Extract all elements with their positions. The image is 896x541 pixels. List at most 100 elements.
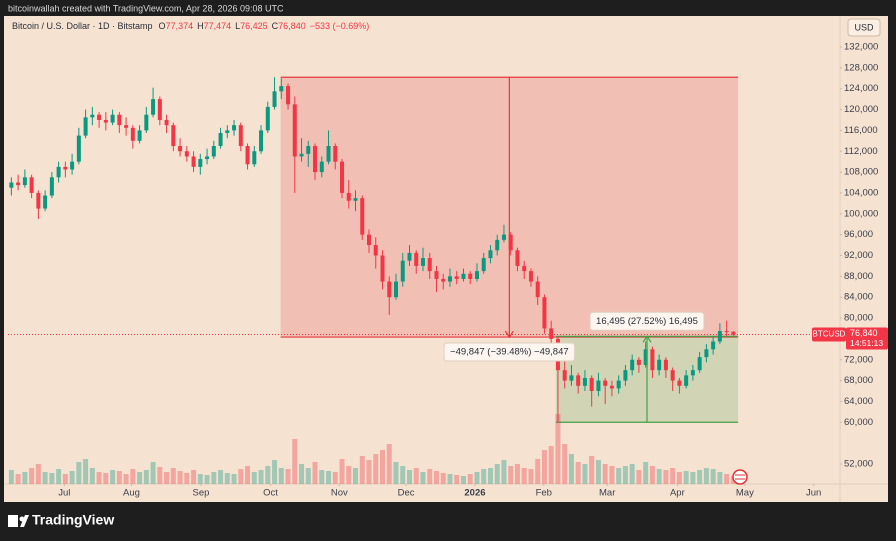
candle-body xyxy=(447,276,452,282)
volume-bar xyxy=(353,468,359,484)
y-tick-label: 84,000 xyxy=(844,292,873,303)
volume-bar xyxy=(541,450,547,484)
candle-body xyxy=(299,153,304,157)
y-tick-label: 128,000 xyxy=(844,62,878,73)
volume-bar xyxy=(724,474,730,484)
candle-body xyxy=(549,328,554,339)
volume-bar xyxy=(649,466,655,484)
candle-body xyxy=(589,377,594,392)
candle-body xyxy=(515,250,520,266)
volume-bar xyxy=(616,468,622,484)
volume-bar xyxy=(238,469,244,484)
volume-bar xyxy=(49,473,55,484)
currency-box[interactable] xyxy=(847,18,881,37)
volume-bar xyxy=(177,471,183,484)
volume-bar xyxy=(589,456,595,484)
candle-body xyxy=(704,349,709,358)
candle-body xyxy=(117,114,122,126)
volume-bar xyxy=(460,476,466,484)
candle-body xyxy=(373,245,378,256)
candle-body xyxy=(191,156,196,167)
volume-bar xyxy=(380,450,386,484)
volume-bar xyxy=(224,473,230,484)
candle-body xyxy=(90,114,95,118)
candle-body xyxy=(279,86,284,92)
candle-body xyxy=(137,130,142,141)
volume-bar xyxy=(595,460,601,484)
candle-body xyxy=(522,265,527,272)
candle-body xyxy=(286,86,291,105)
x-tick-label: Oct xyxy=(263,488,278,499)
volume-bar xyxy=(312,462,318,484)
candle-body xyxy=(232,125,237,131)
candle-body xyxy=(178,146,183,152)
volume-bar xyxy=(514,464,520,484)
volume-bar xyxy=(143,470,149,484)
candle-body xyxy=(124,125,129,128)
candle-body xyxy=(245,146,250,165)
volume-bar xyxy=(670,468,676,484)
volume-bar xyxy=(494,464,500,484)
candle-body xyxy=(43,195,48,209)
volume-bar xyxy=(211,472,217,484)
candle-body xyxy=(488,250,493,259)
candle-body xyxy=(164,119,169,126)
candle-body xyxy=(76,135,81,162)
measure-label-box xyxy=(589,311,705,331)
x-tick-label: Nov xyxy=(331,488,348,499)
legend: Bitcoin / U.S. Dollar · 1D · Bitstamp O77… xyxy=(12,21,369,31)
candle-body xyxy=(630,359,635,371)
volume-bar xyxy=(663,470,669,484)
volume-bar xyxy=(487,468,493,484)
volume-bar xyxy=(406,470,412,484)
price-tag-value: 76,840 xyxy=(850,328,878,338)
candle-body xyxy=(205,156,210,160)
volume-bar xyxy=(366,460,372,484)
candle-body xyxy=(711,341,716,350)
volume-bar xyxy=(676,472,682,484)
candle-body xyxy=(238,125,243,147)
candle-body xyxy=(717,331,722,342)
volume-bar xyxy=(690,472,696,484)
volume-bar xyxy=(440,473,446,484)
candle-body xyxy=(684,375,689,386)
candle-body xyxy=(636,359,641,365)
volume-bar xyxy=(123,474,129,484)
volume-bar xyxy=(413,468,419,484)
candle-body xyxy=(16,182,21,186)
candle-body xyxy=(171,125,176,147)
candle-body xyxy=(130,127,135,141)
x-tick-label: May xyxy=(736,488,754,499)
volume-bar xyxy=(191,470,197,484)
symbol-tag-text: BTCUSD xyxy=(813,330,846,339)
candle-body xyxy=(9,182,14,188)
volume-bar xyxy=(467,474,473,484)
candle-body xyxy=(340,161,345,193)
volume-bar xyxy=(535,459,541,484)
y-tick-label: 72,000 xyxy=(844,354,873,365)
candle-body xyxy=(29,177,34,193)
candle-body xyxy=(22,177,27,186)
volume-bar xyxy=(643,462,649,484)
volume-bar xyxy=(116,471,122,484)
y-tick-label: 104,000 xyxy=(844,187,878,198)
candle-body xyxy=(63,166,68,170)
candle-body xyxy=(501,234,506,240)
y-tick-label: 80,000 xyxy=(844,313,873,324)
candle-body xyxy=(319,161,324,173)
volume-bar xyxy=(717,472,723,484)
x-tick-label: Jun xyxy=(806,488,821,499)
volume-bar xyxy=(697,470,703,484)
volume-bar xyxy=(683,471,689,484)
candle-body xyxy=(508,234,513,251)
candle-body xyxy=(603,380,608,386)
volume-bar xyxy=(278,468,284,484)
y-tick-label: 132,000 xyxy=(844,42,878,53)
volume-bar xyxy=(35,464,41,484)
candle-body xyxy=(468,273,473,279)
candle-body xyxy=(97,114,102,120)
candle-body xyxy=(211,146,216,157)
volume-bar xyxy=(373,454,379,484)
candle-body xyxy=(380,255,385,282)
